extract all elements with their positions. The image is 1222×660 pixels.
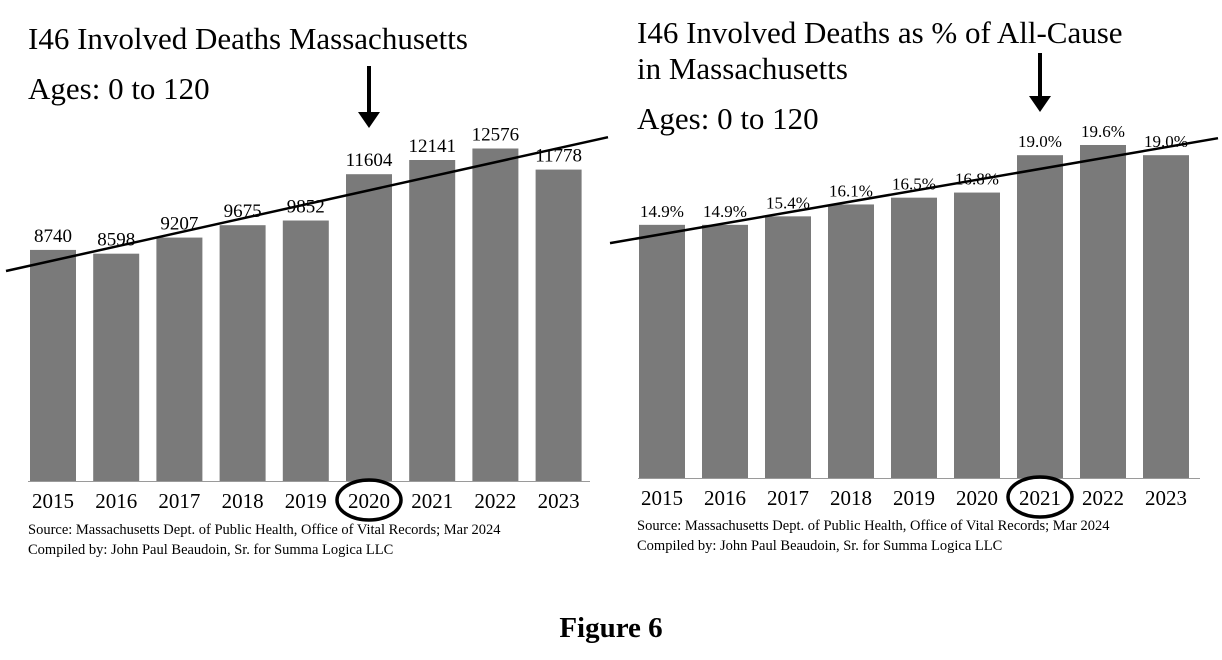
- left-bar-2018: [219, 225, 266, 481]
- left-chart-title: I46 Involved Deaths Massachusetts: [28, 21, 468, 56]
- right-value-label-2018: 16.1%: [829, 181, 873, 200]
- left-tick-label-2021: 2021: [411, 489, 453, 513]
- left-value-label-2022: 12576: [472, 124, 520, 145]
- left-tick-label-2019: 2019: [285, 489, 327, 513]
- right-tick-label-2020: 2020: [956, 486, 998, 510]
- figure-caption: Figure 6: [559, 612, 663, 644]
- left-highlight-circle: [335, 478, 403, 522]
- right-value-label-2021: 19.0%: [1018, 132, 1062, 151]
- left-bar-2015: [30, 249, 76, 481]
- left-tick-label-2020: 2020: [348, 489, 390, 513]
- left-trendline: [5, 135, 609, 273]
- left-bar-2019: [282, 220, 329, 481]
- right-bar-2023: [1143, 155, 1189, 479]
- right-tick-label-2016: 2016: [704, 486, 746, 510]
- left-bar-2016: [93, 253, 140, 481]
- right-highlight-circle: [1006, 475, 1074, 519]
- right-value-label-2016: 14.9%: [703, 202, 747, 221]
- right-bar-chart: 14.9%201514.9%201615.4%201716.1%201816.5…: [609, 53, 1219, 519]
- left-bar-chart: 8740201585982016920720179675201898522019…: [5, 66, 609, 522]
- right-chart-title: I46 Involved Deaths as % of All-Cause: [637, 15, 1123, 50]
- right-bar-2019: [891, 197, 937, 478]
- right-bar-2020: [954, 192, 1000, 478]
- left-tick-label-2022: 2022: [474, 489, 516, 513]
- right-bar-2017: [765, 216, 811, 478]
- right-tick-label-2017: 2017: [767, 486, 809, 510]
- right-bar-2021: [1017, 155, 1063, 479]
- left-arrow-head: [358, 112, 380, 128]
- left-tick-label-2023: 2023: [538, 489, 580, 513]
- right-tick-label-2015: 2015: [641, 486, 683, 510]
- right-tick-label-2018: 2018: [830, 486, 872, 510]
- left-bar-2017: [156, 237, 203, 481]
- left-tick-label-2015: 2015: [32, 489, 74, 513]
- left-chart-panel: I46 Involved Deaths Massachusetts Ages: …: [0, 0, 610, 600]
- right-trendline: [609, 136, 1219, 245]
- left-tick-label-2017: 2017: [158, 489, 200, 513]
- right-value-label-2022: 19.6%: [1081, 122, 1125, 141]
- right-bar-2022: [1080, 144, 1126, 478]
- left-bar-2023: [535, 169, 582, 482]
- right-bar-2015: [639, 224, 685, 478]
- left-bar-2022: [472, 148, 519, 482]
- right-tick-label-2021: 2021: [1019, 486, 1061, 510]
- right-chart-source: Source: Massachusetts Dept. of Public He…: [637, 518, 1110, 534]
- right-tick-label-2019: 2019: [893, 486, 935, 510]
- left-value-label-2021: 12141: [408, 136, 456, 157]
- right-tick-label-2022: 2022: [1082, 486, 1124, 510]
- left-bar-2021: [409, 159, 456, 481]
- left-chart-subtitle: Ages: 0 to 120: [28, 71, 210, 106]
- left-tick-label-2018: 2018: [222, 489, 264, 513]
- left-bar-2020: [346, 174, 392, 481]
- right-bar-2018: [828, 204, 874, 479]
- left-tick-label-2016: 2016: [95, 489, 137, 513]
- right-arrow-head: [1029, 96, 1051, 112]
- left-chart-source: Source: Massachusetts Dept. of Public He…: [28, 522, 501, 538]
- right-chart-panel: I46 Involved Deaths as % of All-Cause in…: [609, 0, 1222, 600]
- right-value-label-2015: 14.9%: [640, 202, 684, 221]
- left-value-label-2015: 8740: [34, 226, 72, 247]
- right-bar-2016: [702, 224, 748, 478]
- left-value-label-2020: 11604: [346, 150, 393, 171]
- right-chart-compiled-by: Compiled by: John Paul Beaudoin, Sr. for…: [637, 538, 1003, 554]
- right-chart-title-line2: in Massachusetts: [637, 51, 848, 86]
- right-tick-label-2023: 2023: [1145, 486, 1187, 510]
- right-chart-subtitle: Ages: 0 to 120: [637, 101, 819, 136]
- left-chart-compiled-by: Compiled by: John Paul Beaudoin, Sr. for…: [28, 542, 394, 558]
- right-value-label-2017: 15.4%: [766, 193, 810, 212]
